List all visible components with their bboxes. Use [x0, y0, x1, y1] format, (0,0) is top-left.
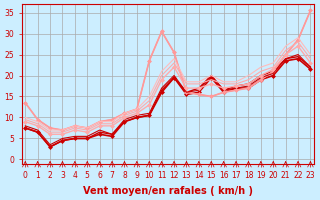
- X-axis label: Vent moyen/en rafales ( km/h ): Vent moyen/en rafales ( km/h ): [83, 186, 253, 196]
